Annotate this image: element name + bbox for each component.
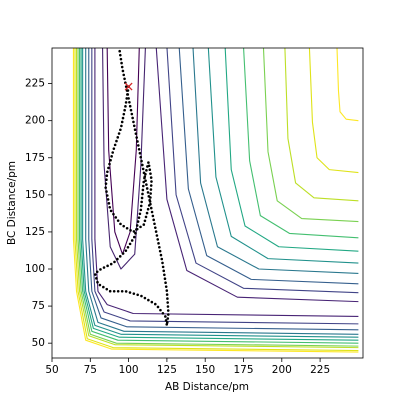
y-tick-label: 150 — [25, 189, 45, 201]
x-tick-label: 50 — [45, 364, 58, 376]
x-tick-label: 75 — [84, 364, 97, 376]
contour-line — [94, 48, 359, 318]
contour-line — [77, 48, 359, 347]
y-tick-label: 100 — [25, 263, 45, 275]
plot-area — [72, 48, 359, 353]
x-axis-label: AB Distance/pm — [165, 381, 249, 393]
contour-line — [262, 48, 359, 223]
contour-line — [178, 48, 359, 285]
x-tick-label: 150 — [195, 364, 215, 376]
contour-line — [192, 48, 359, 275]
y-tick-label: 175 — [25, 152, 45, 164]
x-tick-label: 200 — [272, 364, 292, 376]
contour-line — [308, 48, 359, 174]
y-tick-label: 50 — [32, 337, 45, 349]
contour-line — [166, 48, 359, 294]
y-axis-label: BC Distance/pm — [6, 161, 18, 245]
contour-line — [75, 48, 359, 349]
x-tick-label: 225 — [310, 364, 330, 376]
axes-frame — [51, 47, 364, 359]
trajectory — [93, 48, 170, 326]
contour-line — [102, 48, 146, 270]
contour-line — [106, 48, 140, 255]
contour-line — [91, 48, 359, 325]
x-tick-label: 125 — [157, 364, 177, 376]
contour-line — [88, 48, 359, 331]
contour-line — [74, 48, 359, 352]
contour-line — [155, 48, 359, 303]
contour-line — [72, 48, 359, 353]
contour-line — [82, 48, 359, 338]
contour-line — [336, 48, 359, 122]
contour-line — [85, 48, 359, 335]
y-tick-label: 75 — [32, 300, 45, 312]
contour-line — [80, 48, 359, 341]
y-tick-label: 125 — [25, 226, 45, 238]
contour-line — [207, 48, 359, 264]
x-tick-label: 100 — [119, 364, 139, 376]
x-tick-label: 175 — [233, 364, 253, 376]
y-tick-label: 200 — [25, 115, 45, 127]
contour-line — [224, 48, 359, 252]
start-marker — [124, 82, 133, 91]
contour-line — [243, 48, 359, 239]
contour-line — [79, 48, 359, 344]
y-tick-label: 225 — [25, 78, 45, 90]
contour-line — [284, 48, 359, 202]
